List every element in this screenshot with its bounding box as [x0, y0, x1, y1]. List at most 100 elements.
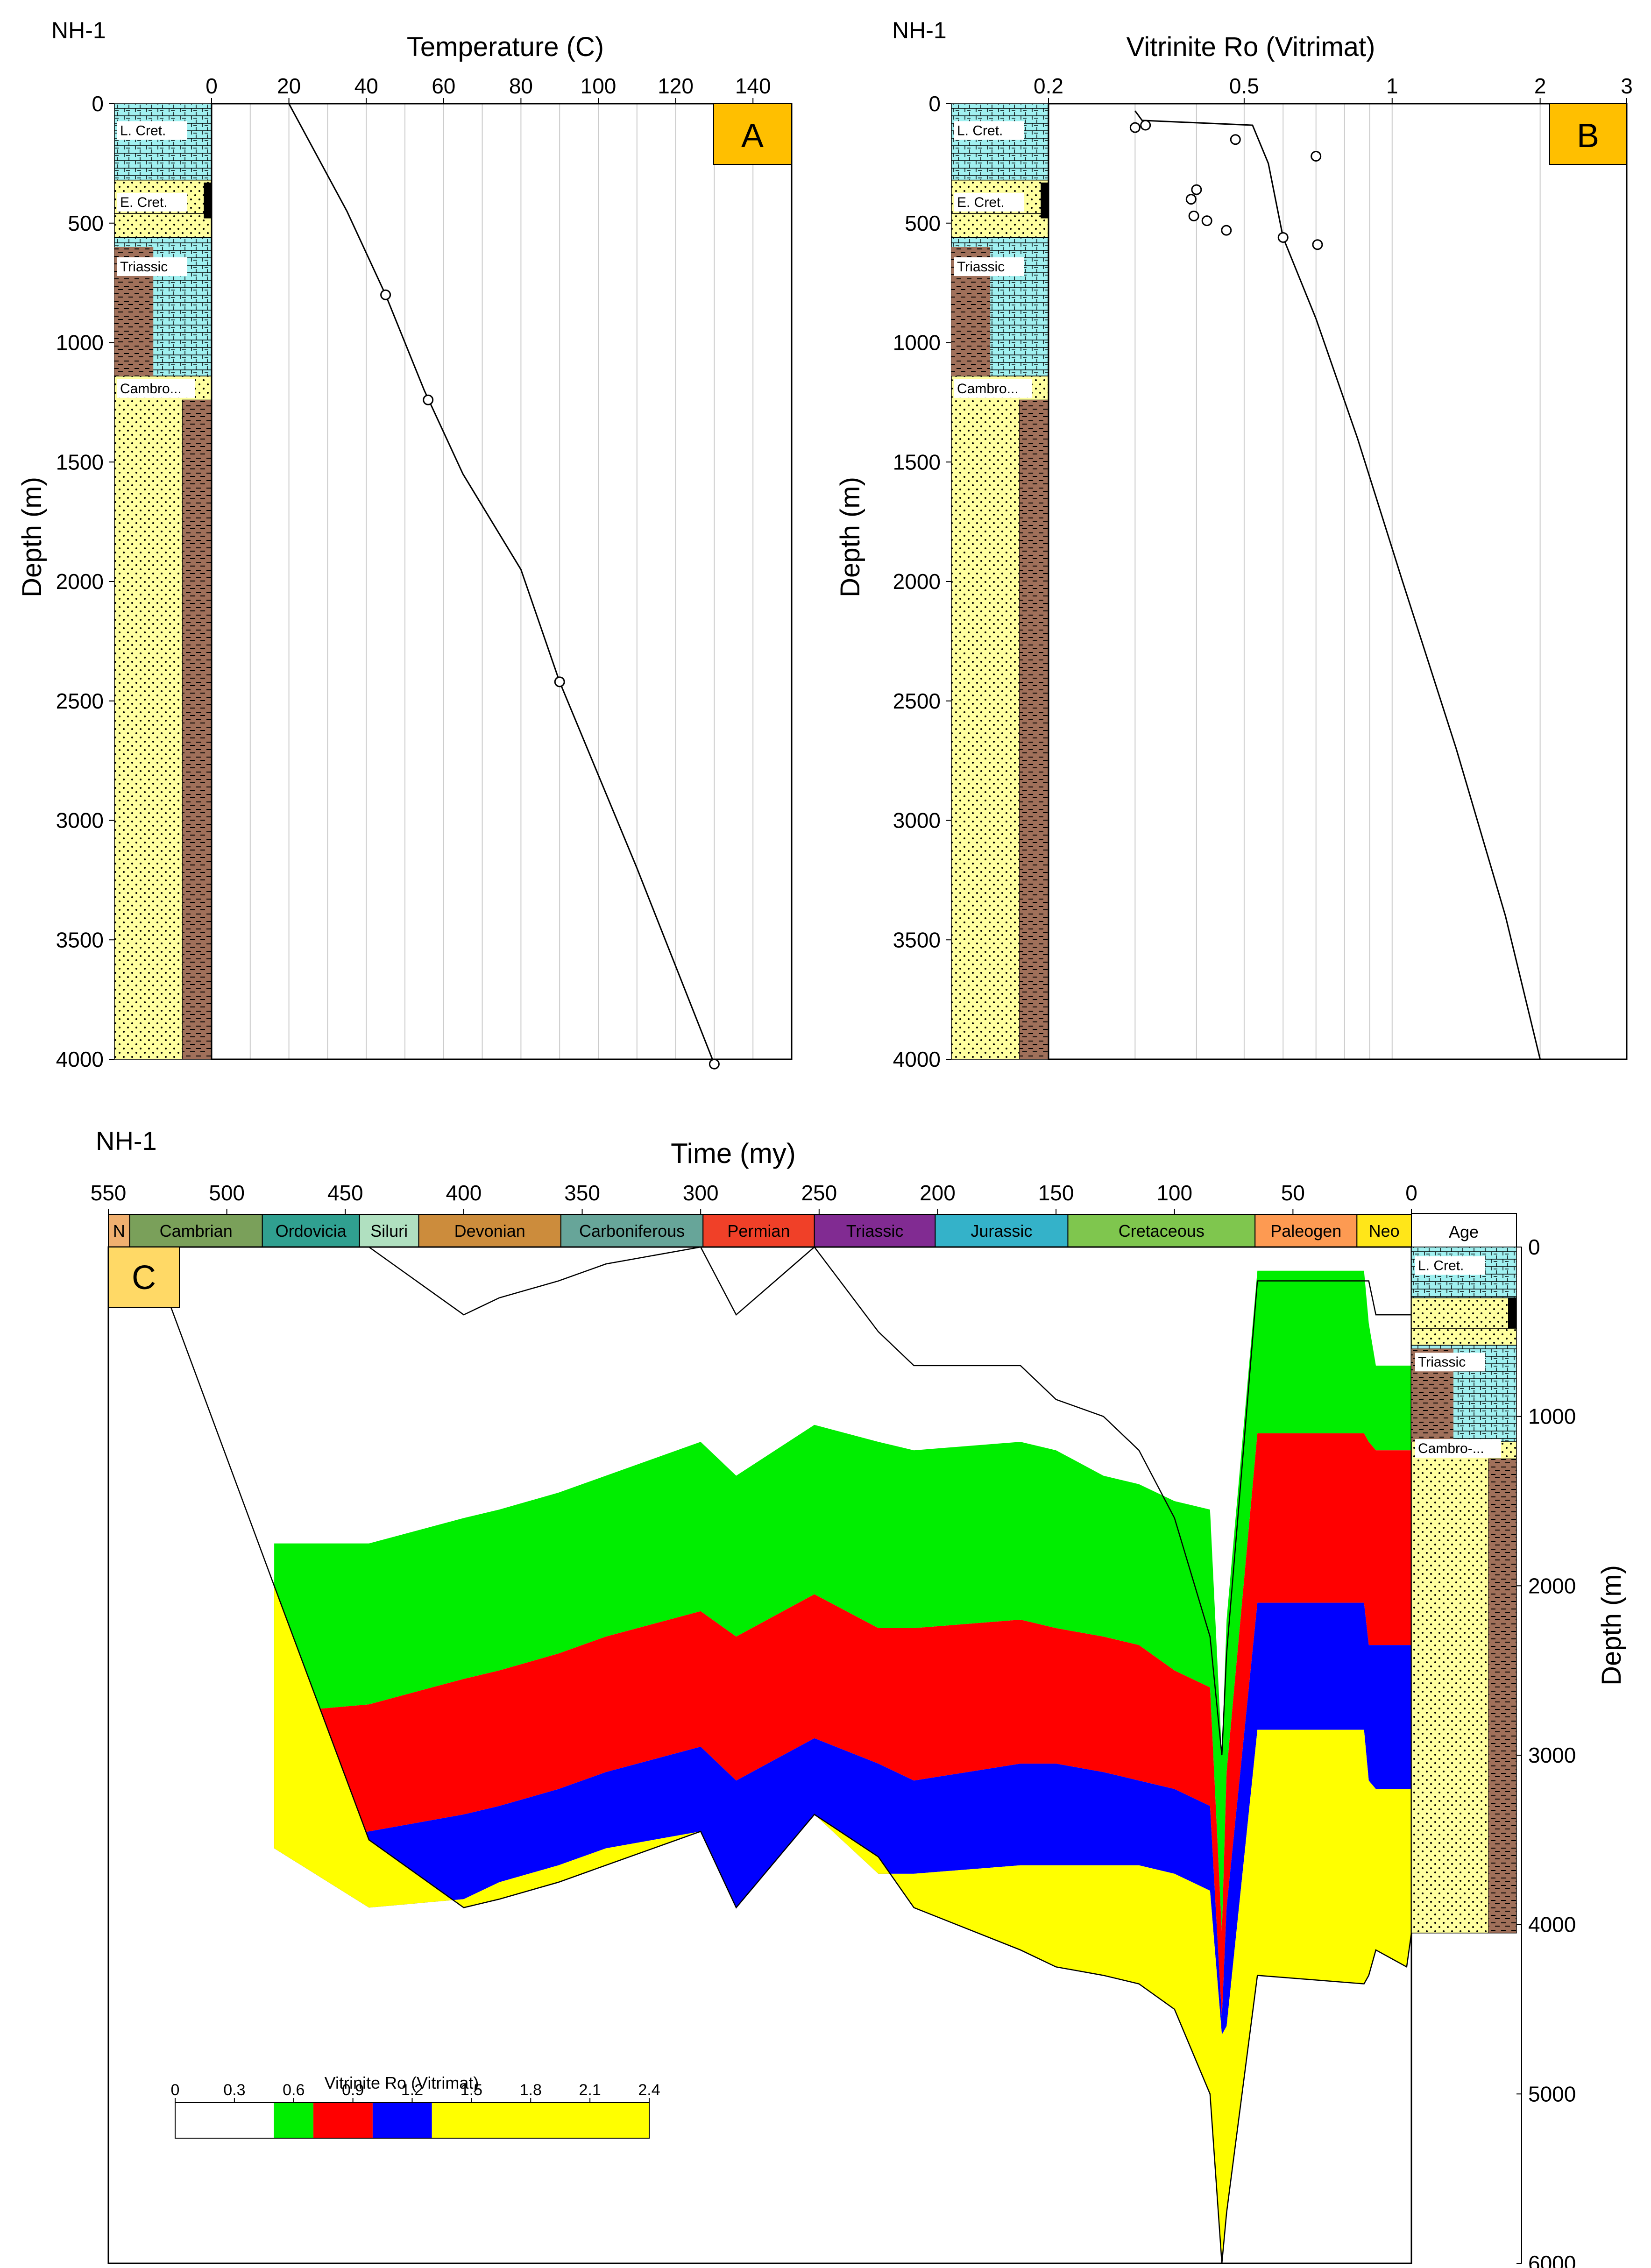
depth-tick-label-b: 2500 [893, 689, 941, 713]
temperature-x-ticks: 0 20 40 60 80 100 120 140 [205, 74, 771, 104]
period-box [814, 1214, 936, 1247]
period-label: Paleogen [1270, 1221, 1341, 1240]
vitrinite-measured-point [1277, 232, 1289, 243]
vitrinite-measured-point [1312, 239, 1323, 250]
a-col-label-0: L. Cret. [120, 123, 166, 138]
depth-tick-label-a: 500 [68, 211, 104, 235]
time-tick-label: 50 [1281, 1181, 1305, 1205]
depth-tick-label-a: 4000 [56, 1047, 104, 1071]
depth-tick-label-b: 2000 [893, 569, 941, 594]
time-tick-label: 350 [564, 1181, 600, 1205]
time-tick-label: 0 [1405, 1181, 1417, 1205]
time-tick-label: 500 [209, 1181, 245, 1205]
a-col-label-bg-2 [117, 257, 187, 276]
burial-history-panel: NH-1 Time (my) 550 500 450 400 350 300 250 200 1… [91, 1126, 1627, 2268]
time-x-ticks: 550 500 450 400 350 300 250 200 150 100 50 0 [91, 1181, 1417, 1214]
vitrinite-maturity-layers [274, 1270, 1412, 2263]
temperature-axis-title: Temperature (C) [407, 32, 604, 62]
depth-tick-label-c: 5000 [1528, 2082, 1576, 2106]
period-label: Jurassic [971, 1221, 1032, 1240]
lithology-column-c: L. Cret. Triassic Cambro-... [1411, 1247, 1517, 1934]
lithology-column-a: L. Cret. E. Cret. Triassic Cambro... [114, 103, 212, 1060]
vitrinite-measured-point [1201, 215, 1212, 227]
temperature-tick-label: 120 [658, 74, 694, 98]
c-col-label-bg-0 [1415, 1256, 1485, 1275]
time-tick-label: 300 [683, 1181, 719, 1205]
vitrinite-tick-label: 3 [1621, 74, 1633, 98]
colorbar-bin [274, 2103, 314, 2138]
period-label: N [113, 1221, 125, 1240]
time-axis-title: Time (my) [671, 1138, 796, 1169]
depth-tick-label-b: 500 [905, 211, 941, 235]
vitrinite-measured-point [1185, 194, 1197, 205]
temperature-tick-label: 60 [432, 74, 455, 98]
depth-tick-label-a: 1500 [56, 450, 104, 474]
c-col-label-bg-2 [1415, 1439, 1501, 1458]
c-col-label-1: Triassic [1418, 1354, 1466, 1370]
depth-tick-label-b: 3500 [893, 928, 941, 952]
depth-tick-label-a: 3000 [56, 808, 104, 833]
vitrinite-x-ticks: 0.2 0.5 1 2 3 [1034, 74, 1633, 104]
depth-tick-label-c: 1000 [1528, 1404, 1576, 1429]
a-col-label-bg-1 [117, 192, 187, 212]
depth-y-ticks-a: 0 500 1000 1500 2000 2500 3000 3500 4000 [56, 92, 114, 1071]
period-label: Ordovicia [276, 1221, 347, 1240]
badge-c [108, 1247, 180, 1308]
badge-c-label: C [132, 1259, 156, 1297]
temperature-tick-label: 100 [581, 74, 616, 98]
vitrinite-series [1129, 110, 1541, 1060]
vitrinite-tick-label: 0.5 [1229, 74, 1259, 98]
depth-tick-label-c: 6000 [1528, 2251, 1576, 2268]
b-col-label-bg-2 [954, 257, 1024, 276]
depth-tick-label-a: 3500 [56, 928, 104, 952]
a-col-unit-0 [114, 103, 212, 181]
depth-tick-label-c: 4000 [1528, 1913, 1576, 1937]
colorbar-bin [175, 2103, 274, 2138]
b-col-coal [1041, 182, 1049, 219]
age-box-label: Age [1449, 1222, 1479, 1241]
c-col-coal [1508, 1297, 1516, 1329]
b-col-label-bg-1 [954, 192, 1024, 212]
vitrinite-model-line [1134, 110, 1541, 1060]
colorbar-bin [432, 2103, 649, 2138]
temperature-tick-label: 0 [205, 74, 218, 98]
b-col-unit-0 [951, 103, 1049, 181]
vitrinite-panel: NH-1 Vitrinite Ro (Vitrimat) 0.2 0.5 1 2 3 0… [835, 17, 1633, 1071]
temperature-measured-point [380, 289, 391, 300]
vitrinite-measured-point [1129, 122, 1141, 133]
colorbar-tick-label: 0 [171, 2081, 180, 2099]
horizon-burial-line [149, 1246, 1411, 1756]
depth-tick-label-c: 2000 [1528, 1573, 1576, 1598]
depth-tick-label-b: 1500 [893, 450, 941, 474]
c-col-unit-1 [1411, 1297, 1517, 1329]
temperature-model-line [288, 103, 715, 1064]
depth-tick-label-c: 3000 [1528, 1743, 1576, 1767]
depth-axis-title-a: Depth (m) [17, 477, 47, 597]
b-col-label-bg-3 [954, 379, 1032, 398]
b-col-label-2: Triassic [957, 259, 1005, 275]
time-tick-label: 250 [801, 1181, 837, 1205]
c-col-label-bg-1 [1415, 1353, 1485, 1372]
period-box [1356, 1214, 1412, 1247]
colorbar-tick-label: 1.8 [520, 2081, 542, 2099]
a-col-label-bg-3 [117, 379, 195, 398]
temperature-tick-label: 20 [277, 74, 301, 98]
b-col-unit-2 [951, 213, 1049, 238]
period-label: Siluri [370, 1221, 408, 1240]
time-tick-label: 400 [446, 1181, 482, 1205]
temperature-measured-point [554, 676, 565, 687]
period-label: Carboniferous [579, 1221, 685, 1240]
a-col-label-bg-0 [117, 121, 187, 140]
b-col-label-3: Cambro... [957, 381, 1019, 397]
depth-tick-label-a: 2000 [56, 569, 104, 594]
b-col-label-1: E. Cret. [957, 195, 1005, 210]
badge-a-label: A [741, 117, 764, 155]
colorbar-tick-label: 0.6 [283, 2081, 305, 2099]
well-name-a: NH-1 [51, 17, 106, 43]
maturity-zone [274, 1602, 1412, 2035]
period-label: Cambrian [160, 1221, 233, 1240]
temperature-measured-point [709, 1058, 720, 1070]
vitrinite-plot-frame [1048, 103, 1628, 1060]
time-tick-label: 200 [920, 1181, 956, 1205]
